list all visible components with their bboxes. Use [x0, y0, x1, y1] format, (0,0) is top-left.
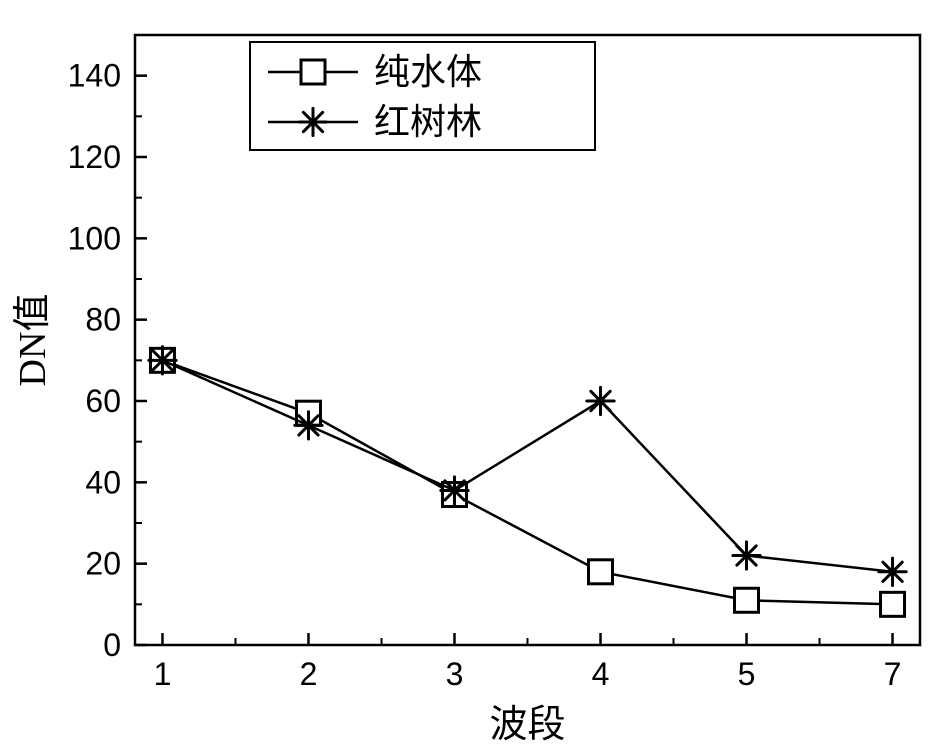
y-tick-label: 20 [85, 546, 121, 582]
y-tick-label: 140 [68, 58, 121, 94]
x-tick-label: 4 [592, 656, 610, 692]
series-line [162, 360, 892, 604]
y-tick-label: 40 [85, 464, 121, 500]
x-tick-label: 5 [738, 656, 756, 692]
data-point [881, 592, 905, 616]
x-tick-label: 7 [884, 656, 902, 692]
data-point [441, 477, 468, 504]
data-point [295, 412, 322, 439]
y-tick-label: 60 [85, 383, 121, 419]
x-axis-ticks: 1 2 3 4 5 7 [154, 633, 902, 692]
chart-container: 0 20 40 60 80 100 120 140 1 2 3 4 5 7 DN值波段 纯水体红树林 [0, 0, 950, 750]
legend: 纯水体红树林 [250, 42, 595, 150]
series-mangrove [149, 347, 906, 586]
legend-label: 红树林 [374, 102, 482, 142]
y-axis-title: DN值 [12, 294, 54, 387]
data-point [879, 558, 906, 585]
data-point [149, 347, 176, 374]
legend-label: 纯水体 [374, 52, 482, 92]
data-point [587, 387, 614, 414]
data-point [733, 542, 760, 569]
x-tick-label: 2 [300, 656, 318, 692]
data-point [735, 588, 759, 612]
x-tick-label: 1 [154, 656, 172, 692]
data-point [589, 560, 613, 584]
x-tick-label: 3 [446, 656, 464, 692]
series-pure_water [150, 348, 904, 616]
x-axis-title: 波段 [489, 704, 565, 746]
line-chart: 0 20 40 60 80 100 120 140 1 2 3 4 5 7 DN值波段 纯水体红树林 [0, 0, 950, 750]
y-tick-label: 100 [68, 220, 121, 256]
y-tick-label: 120 [68, 139, 121, 175]
series-line [162, 360, 892, 571]
y-tick-label: 0 [103, 627, 121, 663]
y-tick-label: 80 [85, 302, 121, 338]
